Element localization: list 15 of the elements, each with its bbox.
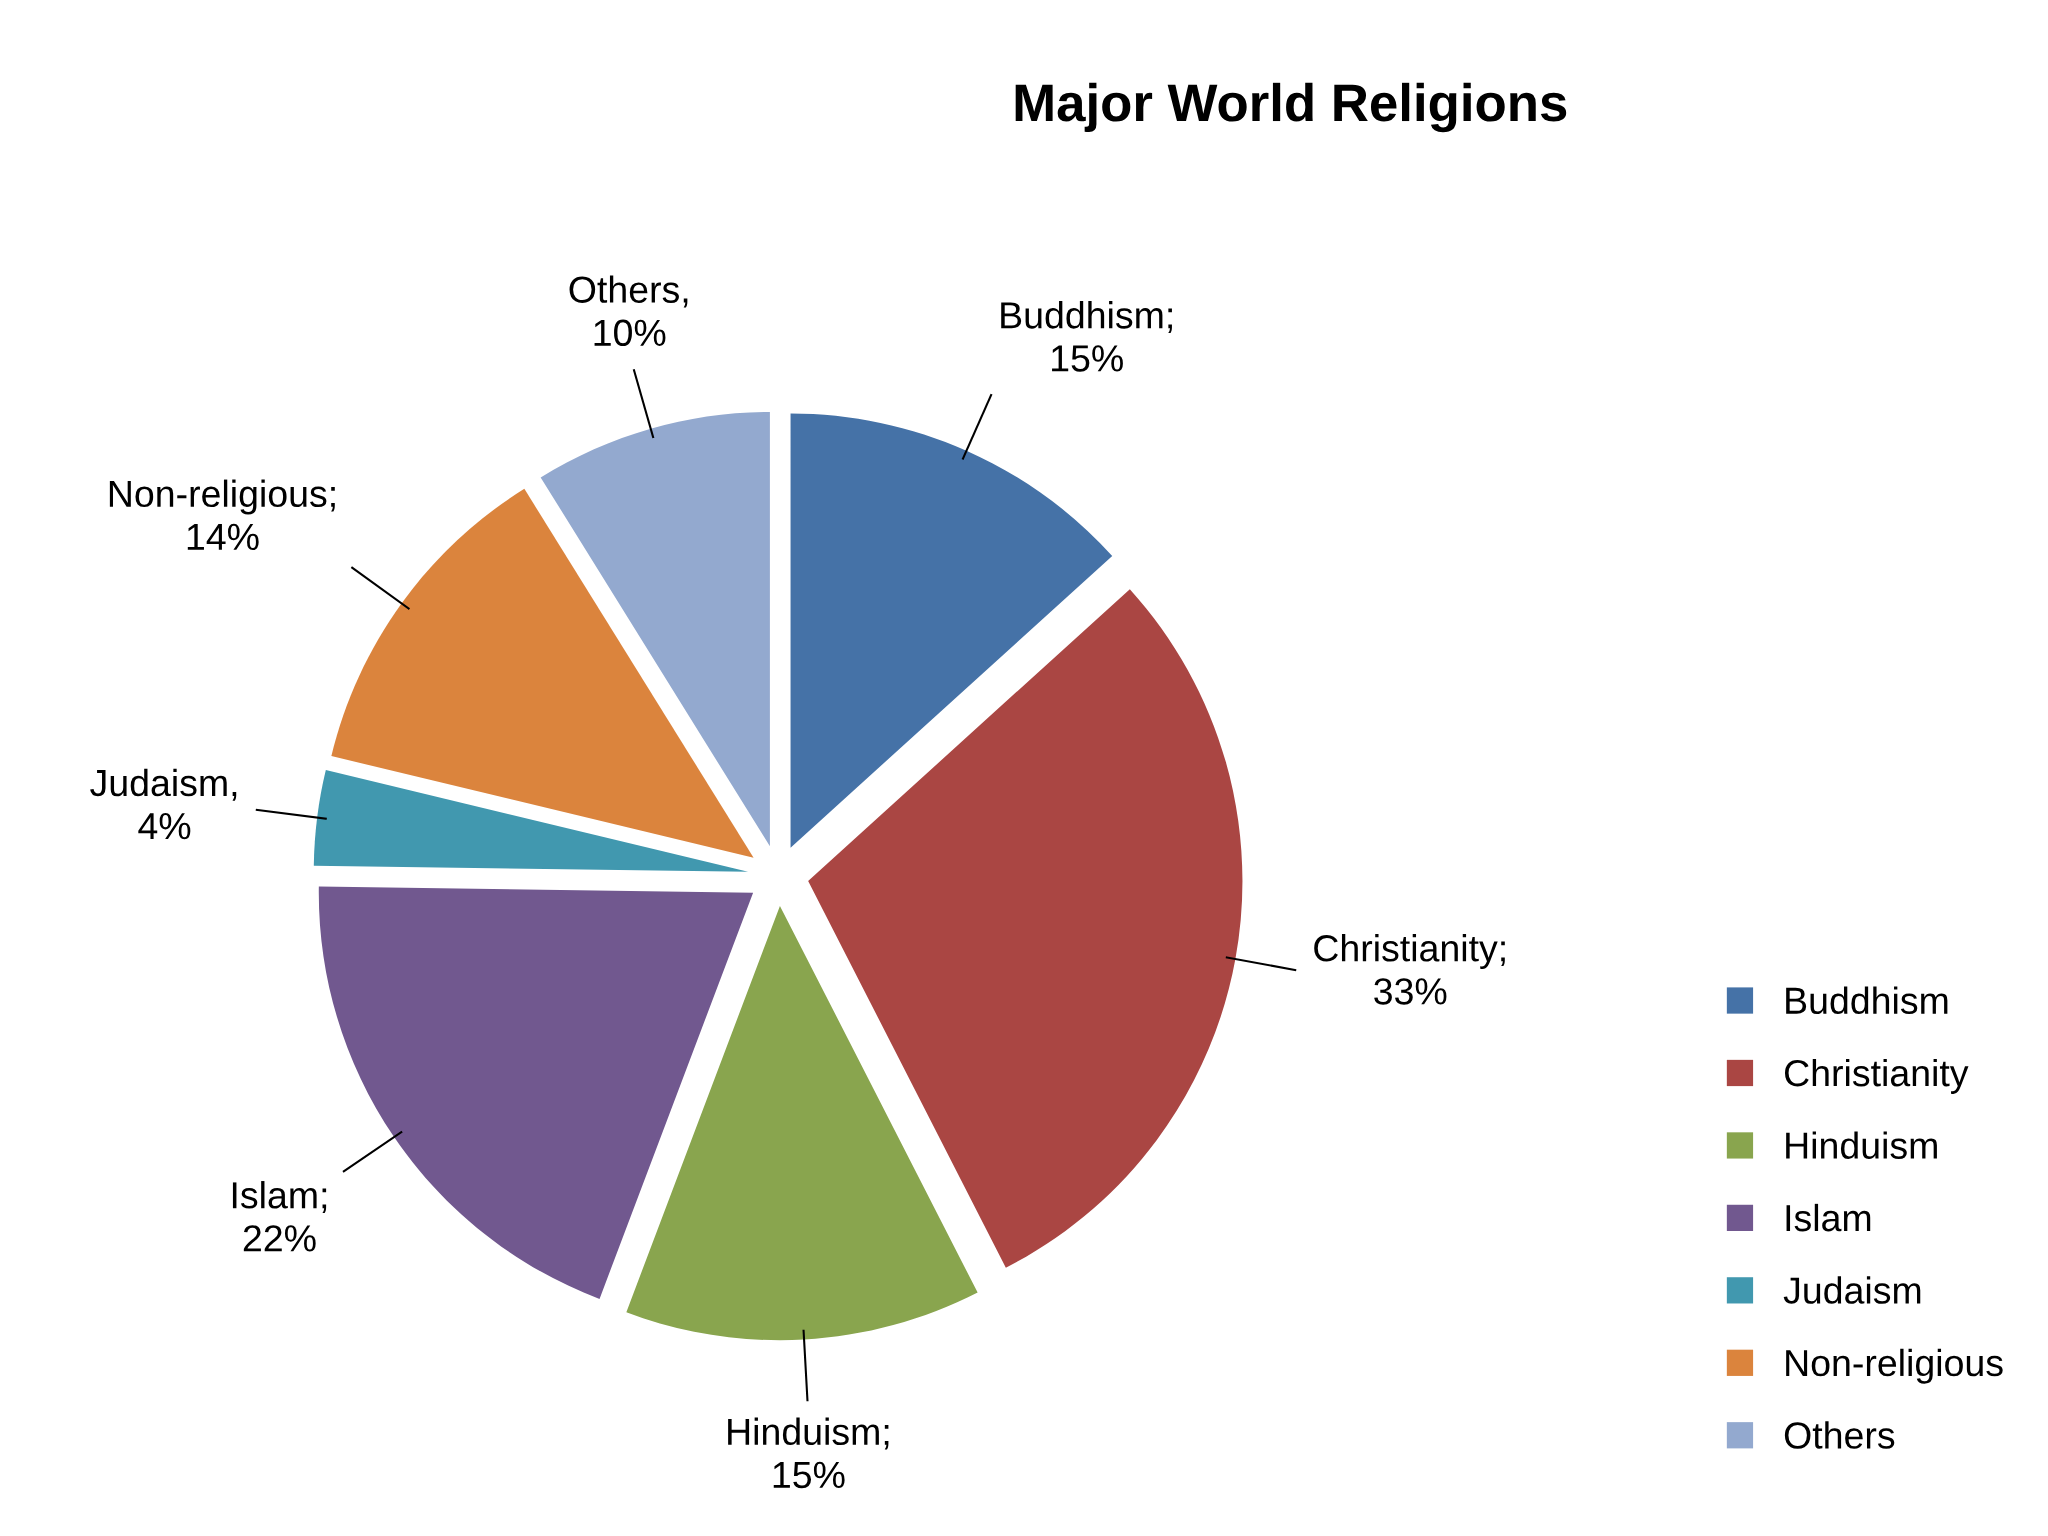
data-label: Judaism, 4%	[90, 768, 237, 840]
data-label: Christianity; 33%	[1314, 934, 1505, 1005]
legend-label: Islam	[1786, 1203, 1871, 1232]
data-label: Hinduism; 15%	[728, 1417, 889, 1489]
legend-label: Non-religious	[1786, 1348, 2003, 1384]
chart-title: Major World Religions	[1015, 82, 1567, 133]
legend-label: Hinduism	[1786, 1131, 1937, 1159]
legend-label: Judaism	[1783, 1276, 1921, 1304]
legend-label: Christianity	[1784, 1058, 1969, 1094]
legend-label: Others	[1784, 1421, 1895, 1449]
data-label: Others, 10%	[569, 275, 688, 347]
data-label: Islam; 22%	[232, 1181, 327, 1252]
data-label: Buddhism; 15%	[1001, 301, 1172, 372]
data-label: Non-religious; 14%	[109, 479, 335, 551]
legend-label: Buddhism	[1786, 986, 1948, 1015]
